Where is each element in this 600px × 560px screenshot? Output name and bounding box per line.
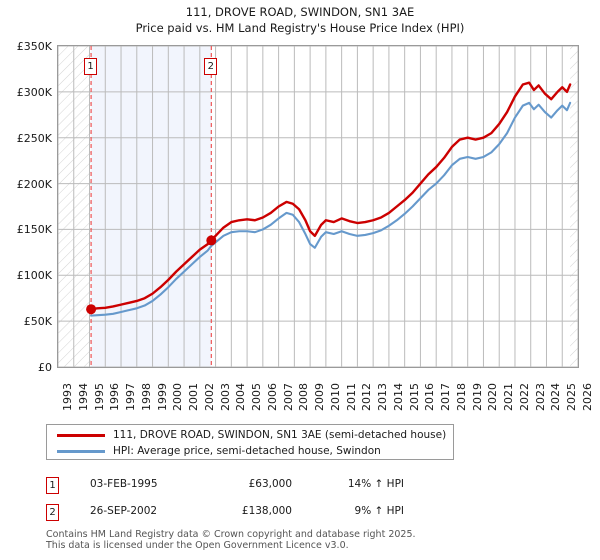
x-axis-tick-label: 2002 <box>202 383 216 411</box>
x-axis-tick-label: 2016 <box>423 383 437 411</box>
transaction-price: £63,000 <box>248 478 292 490</box>
x-axis-tick-label: 1994 <box>76 383 90 411</box>
x-axis-tick-label: 1999 <box>155 383 169 411</box>
table-row: 2 26-SEP-2002 £138,000 9% ↑ HPI <box>46 503 466 525</box>
transaction-marker-badge: 1 <box>84 58 98 75</box>
transaction-point-markers <box>86 235 217 315</box>
x-axis-tick-label: 2013 <box>376 383 390 411</box>
y-axis-tick-label: £150K <box>16 223 52 237</box>
y-axis-tick-label: £350K <box>16 40 52 53</box>
x-axis-tick-label: 1998 <box>139 383 153 411</box>
x-axis-tick-label: 2000 <box>171 383 185 411</box>
legend-swatch-hpi <box>57 450 105 453</box>
y-axis-tick-label: £300K <box>16 85 52 99</box>
x-axis-tick-label: 2015 <box>407 383 421 411</box>
x-axis-tick-label: 2005 <box>250 383 264 411</box>
page-title: 111, DROVE ROAD, SWINDON, SN1 3AE <box>185 5 415 19</box>
legend-swatch-price-paid <box>57 434 105 437</box>
legend-label-hpi: HPI: Average price, semi-detached house,… <box>113 445 381 457</box>
ownership-span-highlight <box>91 46 212 367</box>
x-axis-tick-label: 2004 <box>234 383 248 411</box>
x-axis-tick-label: 2012 <box>360 383 374 411</box>
x-axis-tick-label: 2001 <box>187 383 201 411</box>
x-axis-tick-label: 1997 <box>124 383 138 411</box>
x-axis-tick-label: 2006 <box>265 383 279 411</box>
chart-gridlines <box>58 46 578 367</box>
price-paid-series-line <box>89 81 572 311</box>
x-axis-tick-label: 2008 <box>297 383 311 411</box>
table-row: 1 03-FEB-1995 £63,000 14% ↑ HPI <box>46 476 466 498</box>
x-axis-tick-label: 2024 <box>549 383 563 411</box>
transaction-marker-badge: 2 <box>204 58 218 75</box>
x-axis-tick-label: 2014 <box>391 383 405 411</box>
legend-label-price-paid: 111, DROVE ROAD, SWINDON, SN1 3AE (semi-… <box>113 429 447 441</box>
footer-line-2: This data is licensed under the Open Gov… <box>46 540 349 551</box>
x-axis-tick-label: 2020 <box>486 383 500 411</box>
y-axis-tick-label: £0 <box>38 361 52 374</box>
y-axis-tick-label: £100K <box>16 269 52 283</box>
x-axis-tick-label: 2003 <box>218 383 232 411</box>
x-axis-tick-label: 2009 <box>313 383 327 411</box>
x-axis-tick-label: 2023 <box>533 383 547 411</box>
footer-line-1: Contains HM Land Registry data © Crown c… <box>46 529 416 540</box>
legend-item-price-paid: 111, DROVE ROAD, SWINDON, SN1 3AE (semi-… <box>47 426 453 444</box>
footer-attribution: Contains HM Land Registry data © Crown c… <box>46 529 566 551</box>
x-axis-tick-label: 2022 <box>517 383 531 411</box>
x-axis-tick-label: 2018 <box>454 383 468 411</box>
y-axis-tick-label: £250K <box>16 131 52 145</box>
y-axis-tick-label: £200K <box>16 177 52 191</box>
hpi-series-line <box>90 101 572 317</box>
chart-legend: 111, DROVE ROAD, SWINDON, SN1 3AE (semi-… <box>46 424 454 460</box>
x-axis-tick-label: 2019 <box>470 383 484 411</box>
x-axis-tick-label: 2017 <box>439 383 453 411</box>
x-axis-tick-label: 1996 <box>108 383 122 411</box>
transaction-index-badge: 2 <box>46 504 59 521</box>
y-axis-labels: £0 £50K £100K £150K £200K £250K £300K £350K <box>0 40 600 374</box>
chart-svg <box>58 46 578 367</box>
transaction-index-badge: 1 <box>46 477 59 494</box>
x-axis-tick-label: 2025 <box>565 383 579 411</box>
page-subtitle: Price paid vs. HM Land Registry's House … <box>135 21 465 35</box>
transaction-date: 03-FEB-1995 <box>90 478 158 490</box>
x-axis-tick-label: 2021 <box>502 383 516 411</box>
x-axis-tick-label: 2011 <box>344 383 358 411</box>
transaction-hpi-delta: 9% ↑ HPI <box>354 505 404 517</box>
y-axis-tick-label: £50K <box>23 315 52 329</box>
legend-item-hpi: HPI: Average price, semi-detached house,… <box>47 442 453 460</box>
x-axis-tick-label: 1993 <box>61 383 74 411</box>
x-axis-tick-label: 2026 <box>581 383 594 411</box>
x-axis-tick-label: 1995 <box>92 383 106 411</box>
x-axis-labels: 1993 1994 1995 1996 1997 1998 1999 2000 2001 2002… <box>57 371 594 415</box>
x-axis-tick-label: 2007 <box>281 383 295 411</box>
chart-plot-area <box>57 45 579 368</box>
transaction-hpi-delta: 14% ↑ HPI <box>347 478 404 490</box>
x-axis-tick-label: 2010 <box>328 383 342 411</box>
no-data-hatch-region <box>58 46 578 367</box>
title-block: 111, DROVE ROAD, SWINDON, SN1 3AE Price … <box>0 4 600 36</box>
transaction-date: 26-SEP-2002 <box>90 505 158 517</box>
transaction-price: £138,000 <box>241 505 292 517</box>
